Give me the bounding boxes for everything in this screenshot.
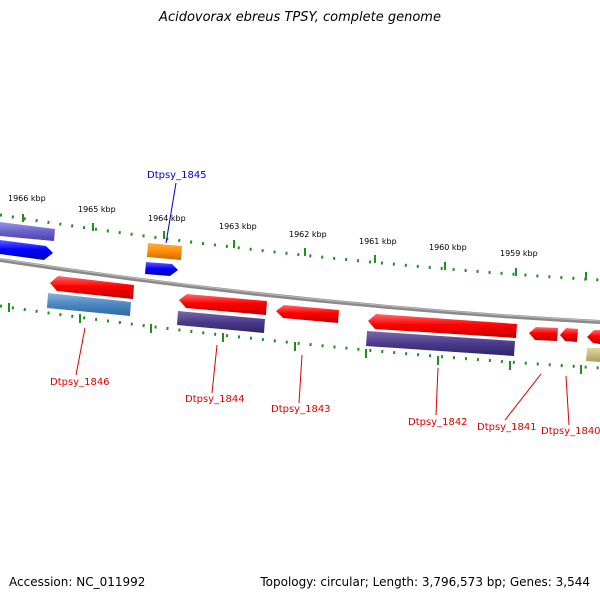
gene-slate-dtpsy-1844[interactable] (177, 311, 265, 333)
label-dtpsy-1841[interactable]: Dtpsy_1841 (477, 422, 537, 433)
scale-label-1966: 1966 kbp (8, 194, 46, 203)
inner-scale-track (0, 303, 600, 374)
scale-label-1964: 1964 kbp (148, 214, 186, 223)
scale-label-1961: 1961 kbp (359, 237, 397, 246)
leader-dtpsy-1840 (565, 375, 570, 426)
gene-slate-dtpsy-1842[interactable] (366, 331, 515, 356)
label-dtpsy-1846[interactable]: Dtpsy_1846 (50, 377, 110, 388)
gene-blue-top-left[interactable] (0, 240, 53, 260)
label-dtpsy-1844[interactable]: Dtpsy_1844 (185, 394, 245, 405)
leader-dtpsy-1844 (211, 344, 218, 394)
genome-summary: Topology: circular; Length: 3,796,573 bp… (260, 575, 590, 589)
gene-dtpsy-1843[interactable] (276, 305, 339, 323)
scale-label-1963: 1963 kbp (219, 222, 257, 231)
leader-dtpsy-1843 (298, 354, 303, 404)
gene-steel-dtpsy-1846[interactable] (47, 293, 131, 316)
gene-orange-dtpsy-1845[interactable] (147, 243, 182, 260)
gene-dtpsy-1840[interactable] (560, 328, 578, 342)
leader-dtpsy-1846 (75, 327, 86, 376)
scale-label-1959: 1959 kbp (500, 249, 538, 258)
leader-dtpsy-1841 (504, 373, 542, 421)
gene-khaki-right-edge[interactable] (586, 348, 600, 362)
scale-label-1960: 1960 kbp (429, 243, 467, 252)
gene-blue-dtpsy-1845[interactable] (145, 262, 178, 276)
accession-label: Accession: NC_011992 (9, 575, 146, 589)
label-dtpsy-1843[interactable]: Dtpsy_1843 (271, 404, 331, 415)
scale-label-1965: 1965 kbp (78, 205, 116, 214)
label-dtpsy-1845[interactable]: Dtpsy_1845 (147, 170, 207, 181)
genome-backbone (0, 258, 600, 324)
label-dtpsy-1840[interactable]: Dtpsy_1840 (541, 426, 600, 437)
leader-dtpsy-1845 (165, 182, 177, 244)
gene-dtpsy-1842[interactable] (368, 314, 517, 338)
gene-lavender-top-left[interactable] (0, 222, 55, 241)
gene-red-right-edge[interactable] (587, 330, 600, 344)
gene-dtpsy-1846[interactable] (50, 276, 134, 299)
leader-dtpsy-1842 (435, 367, 439, 416)
gene-dtpsy-1841[interactable] (529, 327, 558, 341)
map-title: Acidovorax ebreus TPSY, complete genome (159, 10, 441, 25)
outer-scale-track (0, 213, 600, 282)
gene-dtpsy-1844[interactable] (179, 294, 267, 315)
scale-label-1962: 1962 kbp (289, 230, 327, 239)
label-dtpsy-1842[interactable]: Dtpsy_1842 (408, 417, 468, 428)
